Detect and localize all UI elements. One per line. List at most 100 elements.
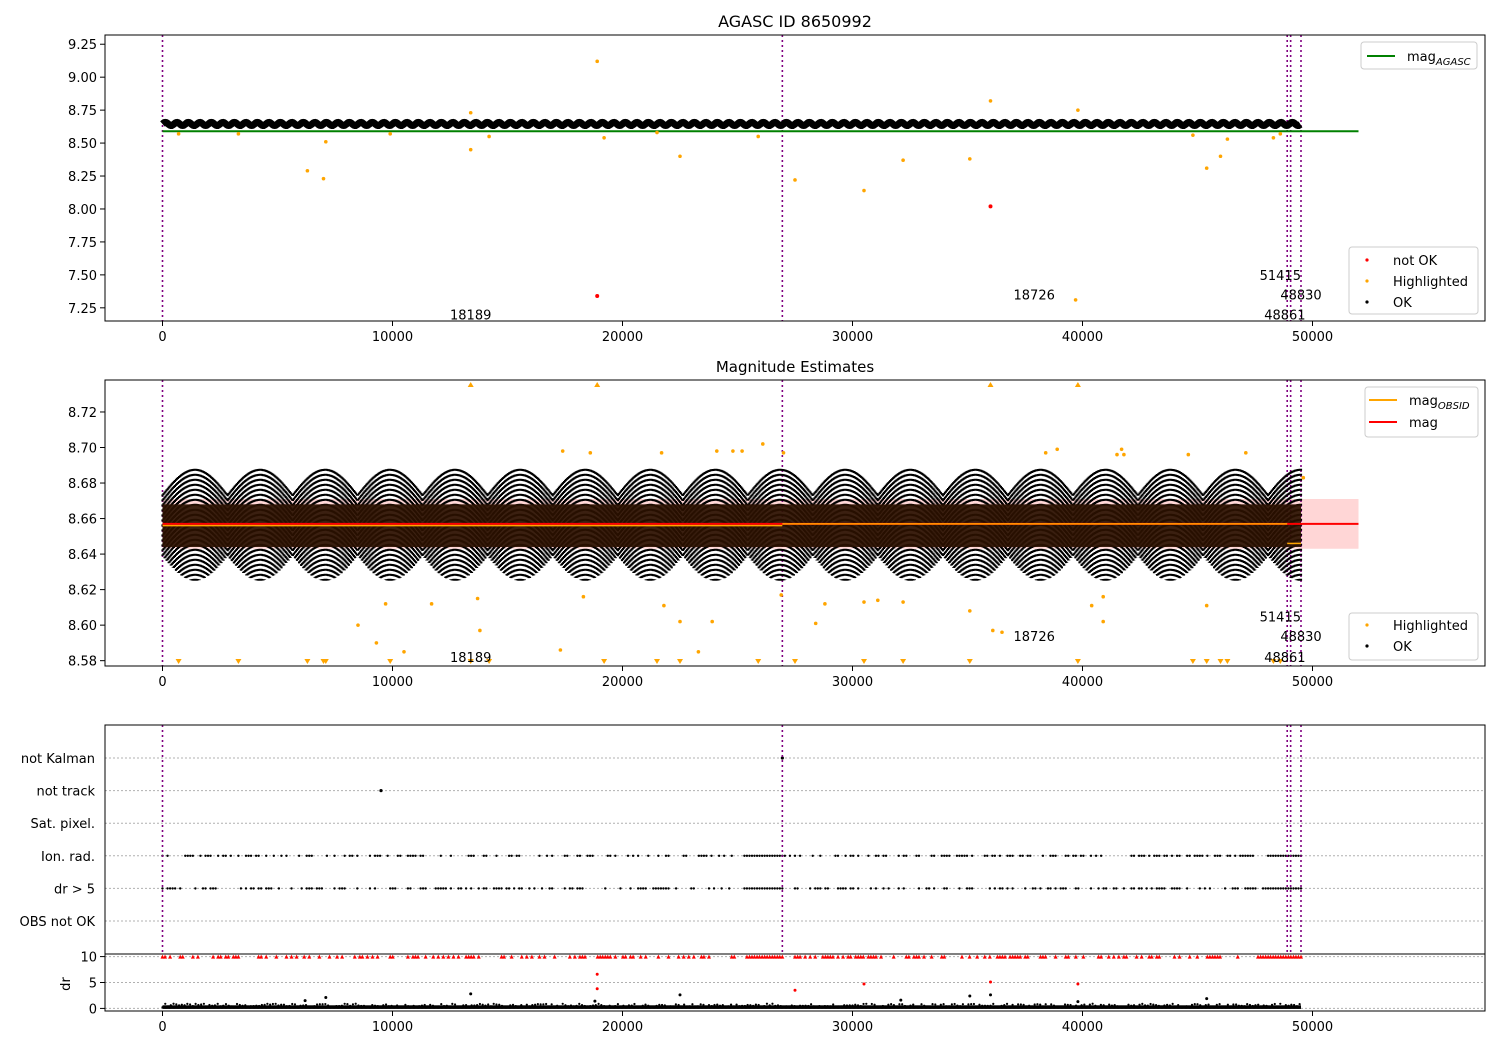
dr-clipped-marker [195,954,200,959]
flag-point [497,887,501,890]
dr-ok-point [1265,1004,1268,1007]
flag-row-label: dr > 5 [54,882,95,897]
dr-clipped-marker [1000,954,1005,959]
dr-ok-point [249,1005,252,1008]
dr-ok-point [790,1004,793,1007]
dr-clipped-marker [294,954,299,959]
flag-point [1122,887,1126,890]
highlighted-point [1101,594,1105,599]
dr-ok-point [478,1002,481,1006]
dr-clipped-marker [168,954,173,959]
dr-ok-point [564,1004,567,1007]
dr-clipped-marker [873,954,878,959]
flag-point [1282,887,1285,890]
y-tick-label: 8.58 [68,655,97,670]
dr-ok-point [1268,1005,1271,1008]
dr-clipped-marker [676,954,681,959]
flag-point [406,887,410,890]
flag-point [419,854,422,857]
flag-point [1150,887,1153,890]
flag-point [717,854,721,857]
dr-clipped-marker [858,954,863,959]
flag-point [816,887,819,890]
flag-point [1072,854,1075,857]
flag-point [1294,854,1298,857]
dr-clipped-marker [190,954,195,959]
highlighted-point [478,628,482,633]
dr-ok-point [945,1005,948,1008]
dr-ok-point [950,1003,953,1006]
flag-point [745,854,749,857]
flag-point [277,887,281,890]
dr-clipped-marker [1018,954,1023,959]
plot-area [105,725,1485,954]
dr-clipped-marker [681,954,686,959]
dr-ok-point [743,1004,746,1008]
flag-point [254,854,258,857]
flag-point [1206,854,1209,857]
dr-ok-point [754,1003,758,1006]
x-tick-label: 20000 [602,675,643,690]
flag-point [1130,887,1133,890]
dr-ok-point [627,1004,631,1007]
dr-ok-point [277,1004,280,1007]
dr-clipped-marker [423,954,428,959]
flag-point [194,887,197,890]
flag-point [308,854,311,857]
flag-point [1201,854,1204,857]
flag-point [763,854,766,857]
flag-point [1264,887,1267,890]
dr-ok-point [238,1003,241,1007]
flag-point [667,887,670,890]
dr-ok-point [470,1004,473,1007]
flag-point [566,854,569,857]
flag-point [389,887,392,890]
dr-ok-point [614,1004,617,1008]
flag-point [482,854,486,857]
flag-point [391,887,394,890]
clipped-low-marker [486,659,493,664]
flag-point [619,887,622,890]
x-tick-label: 50000 [1292,330,1333,345]
dr-clipped-marker [352,954,357,959]
flag-point [758,887,761,890]
flag-point [993,854,997,857]
dr-ok-point [1224,1006,1227,1009]
dr-ok-point [741,1004,744,1007]
flag-point [1234,854,1237,857]
dr-clipped-marker [340,954,345,959]
highlighted-point [779,593,783,597]
dr-ok-point [393,1005,396,1009]
flag-point [958,854,961,857]
legend-label: mag [1407,50,1436,65]
dr-ok-point [928,1006,931,1009]
not-ok-point [988,204,993,209]
dr-clipped-marker [436,954,441,959]
flag-point [421,887,425,890]
flag-point [409,887,412,890]
dr-ok-point [752,1004,755,1007]
dr-ok-point [658,1003,661,1007]
dr-clipped-marker [216,954,221,959]
dr-ok-point [426,1006,429,1009]
flag-point [1287,887,1290,890]
dr-ok-point [948,1005,951,1008]
obsid-annotation: 48861 [1264,651,1305,666]
flag-point [338,887,341,890]
dr-clipped-marker [327,954,332,959]
flag-point [297,854,301,857]
flag-point [1097,887,1100,890]
y-tick-label: 8.75 [68,104,97,119]
highlighted-point [876,598,880,603]
dr-ok-point [511,1003,515,1006]
dr-ok-point [1116,1005,1119,1008]
dr-ok-point [545,1002,548,1006]
flag-point [844,887,847,890]
dr-ok-point [959,1005,962,1008]
dr-ok-point [1080,1004,1083,1007]
flag-point [1155,887,1158,890]
dr-clipped-marker [302,954,307,959]
dr-clipped-marker [793,954,797,959]
dr-ok-point [674,1003,677,1006]
dr-clipped-marker [388,954,393,959]
